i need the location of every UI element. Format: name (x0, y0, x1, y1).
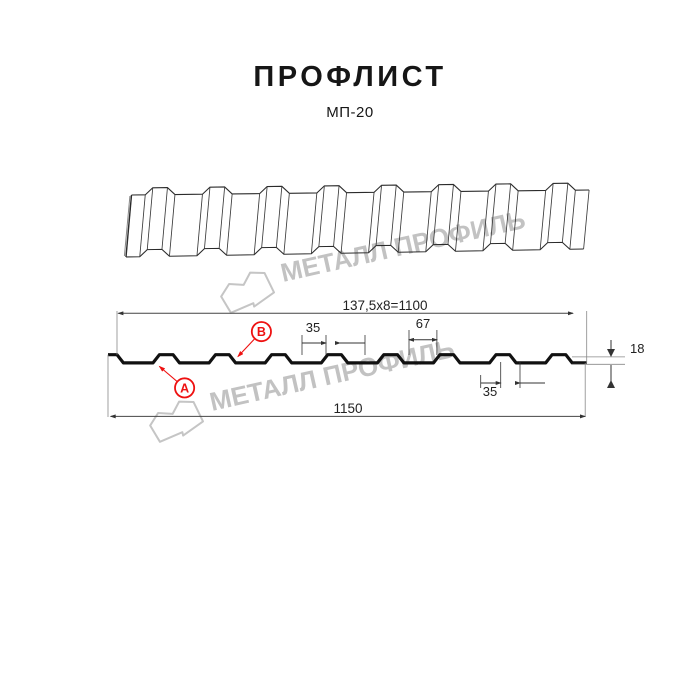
svg-text:18: 18 (630, 341, 644, 356)
svg-text:35: 35 (306, 320, 320, 335)
svg-text:67: 67 (416, 316, 430, 331)
svg-text:35: 35 (483, 384, 497, 399)
svg-text:1150: 1150 (333, 401, 362, 416)
svg-text:137,5x8=1100: 137,5x8=1100 (343, 298, 428, 313)
svg-text:B: B (257, 325, 266, 339)
svg-text:A: A (180, 381, 189, 395)
